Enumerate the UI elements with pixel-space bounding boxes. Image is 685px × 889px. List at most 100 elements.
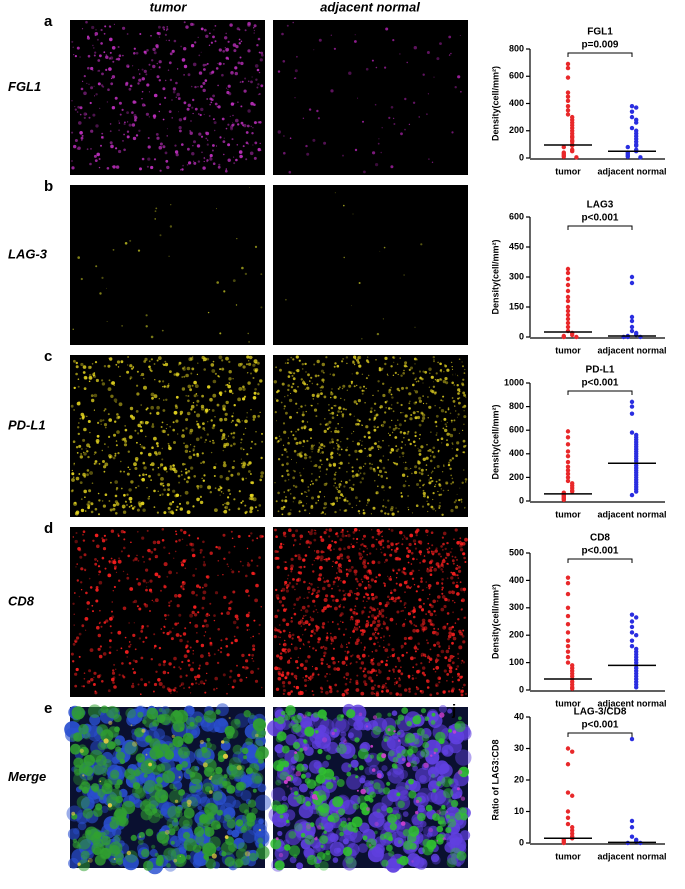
speckle — [285, 598, 286, 599]
speckle — [169, 370, 172, 373]
speckle — [305, 609, 309, 613]
speckle — [115, 500, 118, 503]
speckle — [312, 690, 314, 692]
speckle — [196, 421, 198, 423]
speckle — [205, 631, 206, 632]
speckle — [275, 557, 278, 560]
speckle — [277, 831, 282, 836]
speckle — [238, 535, 241, 538]
speckle — [124, 122, 126, 124]
speckle — [386, 407, 387, 408]
speckle — [355, 358, 357, 360]
speckle — [344, 399, 345, 400]
speckle — [340, 398, 341, 399]
speckle — [94, 454, 95, 455]
speckle — [157, 63, 158, 64]
speckle — [179, 685, 180, 686]
speckle — [243, 434, 244, 435]
speckle — [119, 376, 120, 377]
speckle — [356, 385, 357, 386]
speckle — [178, 594, 182, 598]
speckle — [185, 450, 188, 453]
speckle — [241, 106, 242, 107]
speckle — [342, 427, 343, 428]
speckle — [314, 605, 315, 606]
speckle — [73, 715, 81, 723]
speckle — [109, 652, 112, 655]
speckle — [375, 632, 376, 633]
speckle — [438, 628, 440, 630]
speckle — [101, 680, 104, 683]
speckle — [356, 588, 358, 590]
speckle — [162, 744, 170, 752]
speckle — [130, 480, 133, 483]
speckle — [400, 667, 401, 668]
speckle — [459, 358, 461, 360]
speckle — [115, 402, 116, 403]
speckle — [372, 633, 375, 636]
speckle — [204, 29, 207, 32]
speckle — [284, 535, 286, 537]
speckle — [90, 102, 92, 104]
speckle — [431, 531, 434, 534]
speckle — [306, 492, 307, 493]
speckle — [204, 635, 205, 636]
speckle — [141, 760, 155, 774]
speckle — [230, 71, 234, 75]
speckle — [395, 678, 396, 679]
speckle — [96, 545, 100, 549]
speckle — [430, 460, 433, 463]
speckle — [205, 138, 207, 140]
speckle — [193, 650, 194, 651]
speckle — [204, 692, 206, 694]
speckle — [94, 155, 97, 158]
speckle — [304, 598, 305, 599]
speckle — [431, 480, 433, 482]
speckle — [184, 101, 187, 104]
speckle — [197, 395, 198, 396]
speckle — [114, 24, 115, 25]
speckle — [330, 606, 332, 608]
speckle — [354, 570, 358, 574]
speckle — [319, 491, 321, 493]
speckle — [334, 362, 336, 364]
speckle — [84, 117, 86, 119]
speckle — [174, 594, 178, 598]
speckle — [452, 590, 453, 591]
speckle — [226, 645, 229, 648]
speckle — [210, 552, 213, 555]
speckle — [242, 748, 249, 755]
speckle — [412, 558, 415, 561]
speckle — [115, 495, 118, 498]
speckle — [240, 62, 243, 65]
speckle — [389, 635, 391, 637]
speckle — [381, 536, 382, 537]
speckle — [444, 669, 447, 672]
speckle — [448, 635, 452, 639]
speckle — [223, 154, 224, 155]
speckle — [388, 836, 393, 841]
speckle — [388, 750, 394, 756]
speckle — [172, 467, 176, 471]
speckle — [94, 563, 97, 566]
speckle — [452, 481, 454, 483]
speckle — [413, 441, 416, 444]
speckle — [425, 656, 427, 658]
speckle — [149, 64, 151, 66]
speckle — [292, 434, 294, 436]
speckle — [306, 387, 309, 390]
speckle — [173, 818, 178, 823]
speckle — [317, 641, 320, 644]
speckle — [390, 656, 391, 657]
speckle — [228, 361, 230, 363]
speckle — [196, 438, 200, 442]
speckle — [92, 114, 95, 117]
speckle — [294, 390, 297, 393]
speckle — [332, 374, 335, 377]
speckle — [177, 622, 179, 624]
speckle — [218, 546, 221, 549]
speckle — [187, 164, 189, 166]
speckle — [361, 424, 363, 426]
speckle — [253, 27, 254, 28]
speckle — [431, 376, 434, 379]
